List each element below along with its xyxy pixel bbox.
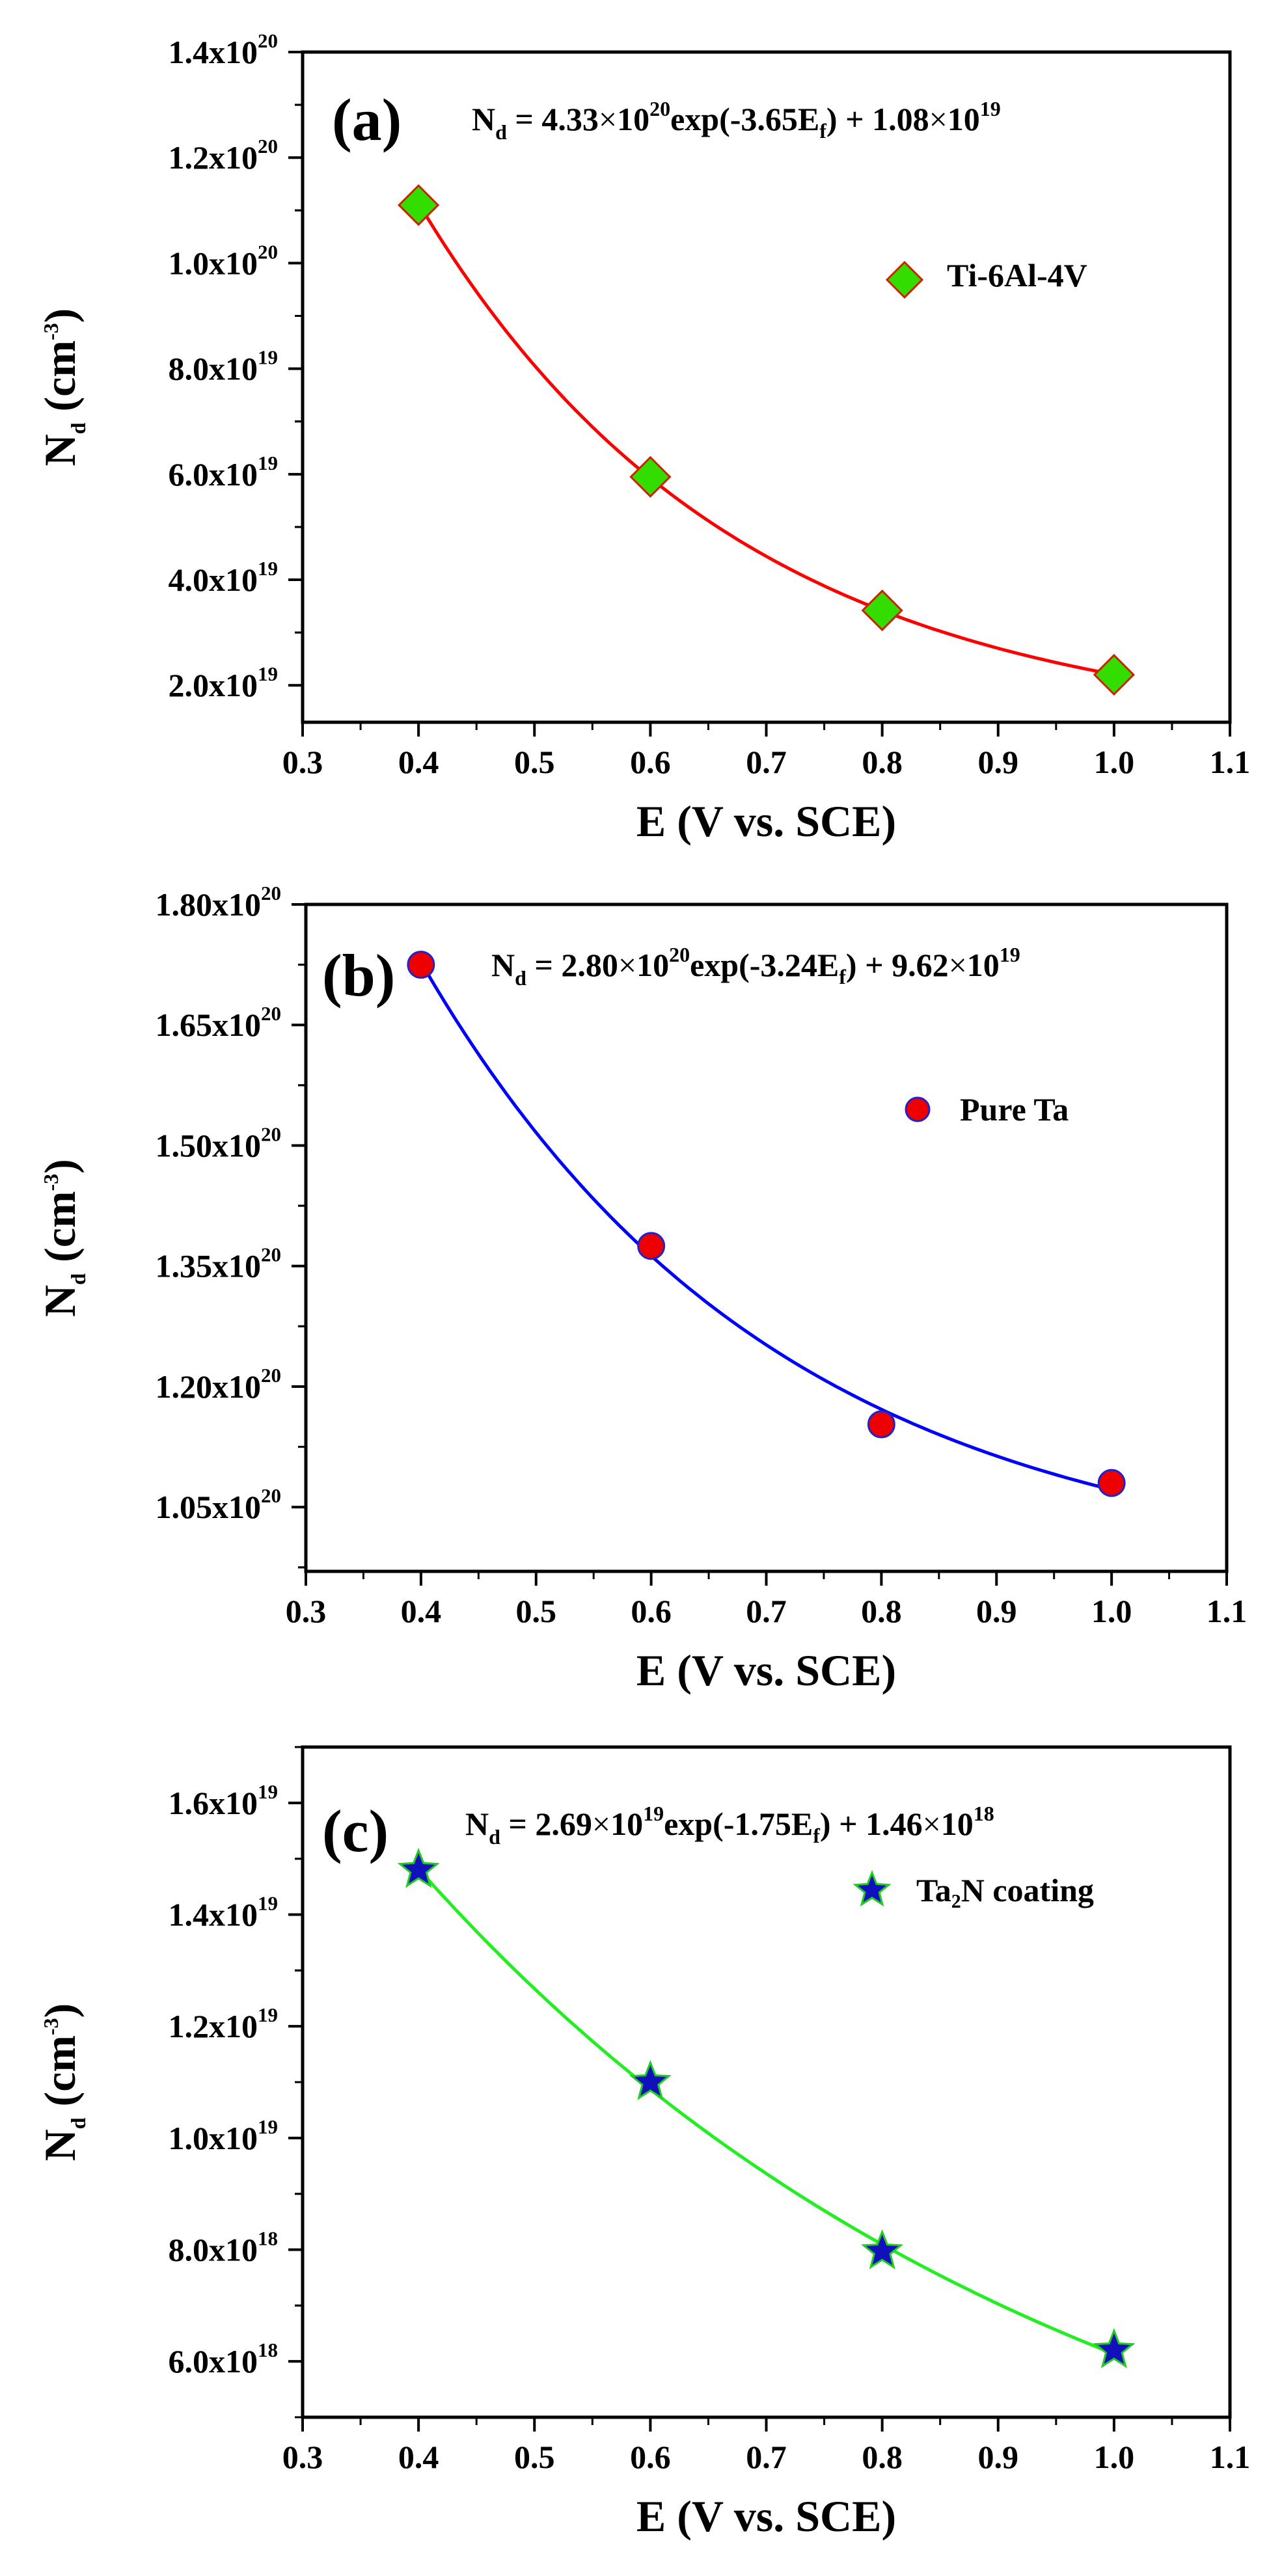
x-tick-label: 0.3 (282, 744, 323, 780)
panel-label: (a) (332, 87, 402, 153)
data-point (867, 1410, 895, 1439)
y-axis-title: Nd (cm-3) (35, 308, 90, 467)
legend-marker (885, 260, 924, 299)
x-tick-label: 1.1 (1207, 1593, 1248, 1629)
x-tick-label: 0.5 (514, 2439, 555, 2475)
x-tick-label: 0.6 (630, 2439, 671, 2475)
x-tick-label: 0.7 (746, 1593, 787, 1629)
x-axis-title: E (V vs. SCE) (636, 796, 896, 846)
y-tick-label: 6.0x1019 (169, 452, 279, 493)
plot-frame (304, 902, 1229, 1573)
x-tick-label: 1.0 (1094, 2439, 1135, 2475)
y-axis-title: Nd (cm-3) (35, 2003, 90, 2162)
plot-frame (301, 50, 1232, 724)
y-tick-label: 1.6x1019 (169, 1780, 279, 1821)
y-tick-label: 1.4x1020 (169, 29, 279, 70)
fit-curve (417, 1867, 1115, 2355)
y-tick-label: 1.2x1020 (169, 135, 279, 176)
fit-equation: Nd = 2.69×1019exp(-1.75Ef) + 1.46×1018 (465, 1802, 994, 1849)
x-tick-label: 1.1 (1210, 2439, 1251, 2475)
plot-frame (301, 1745, 1232, 2419)
y-tick-label: 8.0x1019 (169, 346, 279, 387)
panel-label: (c) (322, 1798, 389, 1864)
x-tick-label: 0.6 (630, 744, 671, 780)
fit-equation: Nd = 2.80×1020exp(-3.24Ef) + 9.62×1019 (491, 943, 1020, 990)
x-tick-label: 1.0 (1094, 744, 1135, 780)
x-axis-title: E (V vs. SCE) (636, 2491, 896, 2541)
legend-label: Ti-6Al-4V (947, 257, 1087, 293)
data-point (407, 951, 435, 979)
legend-label: Pure Ta (960, 1091, 1069, 1128)
x-tick-label: 0.5 (516, 1593, 557, 1629)
data-point (1093, 653, 1135, 696)
x-tick-label: 0.3 (282, 2439, 323, 2475)
y-tick-label: 1.0x1019 (169, 2115, 279, 2156)
x-tick-label: 0.8 (862, 2439, 903, 2475)
x-tick-label: 0.4 (398, 744, 439, 780)
data-point (629, 455, 672, 498)
x-tick-label: 0.9 (978, 2439, 1019, 2475)
x-tick-label: 0.9 (978, 744, 1019, 780)
x-axis-title: E (V vs. SCE) (636, 1646, 896, 1695)
y-tick-label: 8.0x1018 (169, 2227, 279, 2268)
x-tick-label: 0.7 (746, 2439, 787, 2475)
x-tick-label: 1.0 (1091, 1593, 1132, 1629)
fit-curve (416, 202, 1115, 677)
data-point (1097, 1469, 1126, 1497)
data-point (861, 2229, 904, 2270)
y-tick-label: 1.50x1020 (156, 1122, 282, 1163)
data-point (861, 589, 903, 632)
x-tick-label: 0.9 (976, 1593, 1017, 1629)
x-tick-label: 0.4 (398, 2439, 439, 2475)
y-tick-label: 1.65x1020 (156, 1002, 282, 1043)
panel-a: 0.3 0.4 0.5 0.6 0.7 0.8 0.9 1.0 1.1 2.0x1019 4.0x1… (35, 29, 1250, 846)
x-tick-label: 1.1 (1210, 744, 1251, 780)
y-tick-label: 6.0x1018 (169, 2339, 279, 2379)
data-point (1093, 2327, 1136, 2368)
data-point (637, 1232, 666, 1260)
y-tick-label: 1.80x1020 (156, 882, 282, 923)
fit-equation: Nd = 4.33×1020exp(-3.65Ef) + 1.08×1019 (472, 97, 1001, 144)
x-tick-label: 0.8 (862, 744, 903, 780)
data-point (398, 184, 440, 226)
y-tick-label: 2.0x1019 (169, 662, 279, 703)
panel-c: 0.3 0.4 0.5 0.6 0.7 0.8 0.9 1.0 1.1 6.0x1018 8.0x1… (35, 1745, 1251, 2541)
y-tick-label: 4.0x1019 (169, 557, 279, 598)
y-tick-label: 1.20x1020 (156, 1364, 282, 1405)
y-tick-label: 1.0x1020 (169, 240, 279, 281)
legend-marker (853, 1869, 892, 1907)
y-axis-title: Nd (cm-3) (35, 1159, 90, 1317)
y-tick-label: 1.4x1019 (169, 1892, 279, 1933)
fit-curve (419, 961, 1112, 1491)
legend-marker (905, 1096, 931, 1122)
y-tick-label: 1.2x1019 (169, 2003, 279, 2044)
x-tick-label: 0.8 (861, 1593, 902, 1629)
panel-b: 0.3 0.4 0.5 0.6 0.7 0.8 0.9 1.0 1.1 1.05x1020 1.20… (35, 882, 1247, 1695)
x-tick-label: 0.7 (746, 744, 787, 780)
x-tick-label: 0.6 (631, 1593, 672, 1629)
panel-label: (b) (322, 942, 395, 1009)
data-point (397, 1847, 440, 1888)
x-tick-label: 0.4 (401, 1593, 442, 1629)
data-point (629, 2059, 672, 2100)
x-tick-label: 0.5 (514, 744, 555, 780)
x-tick-label: 0.3 (286, 1593, 327, 1629)
y-tick-label: 1.05x1020 (156, 1484, 282, 1525)
y-tick-label: 1.35x1020 (156, 1243, 282, 1284)
legend-label: Ta₂N coating (916, 1872, 1094, 1908)
